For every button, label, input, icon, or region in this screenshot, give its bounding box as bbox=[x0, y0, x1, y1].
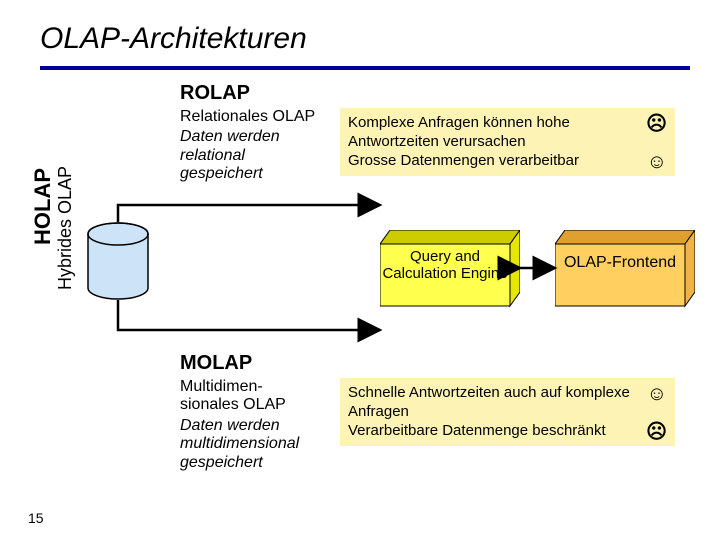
rolap-desc: Daten werden relational gespeichert bbox=[180, 128, 320, 183]
molap-note-line2: Verarbeitbare Datenmenge beschränkt ☹ bbox=[348, 422, 667, 441]
molap-desc: Daten werden multidimensional gespeicher… bbox=[180, 417, 320, 472]
rolap-note-line2: Grosse Datenmengen verarbeitbar ☺ bbox=[348, 152, 667, 171]
engine-label: Query and Calculation Engine bbox=[380, 248, 510, 282]
happy-face-icon: ☺ bbox=[647, 382, 667, 407]
molap-note-text1: Schnelle Antwortzeiten auch auf komplexe… bbox=[348, 384, 630, 420]
frontend-box: OLAP-Frontend bbox=[555, 230, 695, 315]
molap-note: Schnelle Antwortzeiten auch auf komplexe… bbox=[340, 378, 675, 446]
frontend-label: OLAP-Frontend bbox=[555, 254, 685, 272]
slide-title: OLAP-Architekturen bbox=[40, 22, 307, 56]
sad-face-icon: ☹ bbox=[646, 112, 667, 137]
molap-heading: MOLAP bbox=[180, 352, 252, 375]
title-rule bbox=[40, 66, 690, 70]
rolap-name: Relationales OLAP bbox=[180, 108, 315, 125]
holap-vertical-label: HOLAP bbox=[30, 168, 56, 245]
database-icon bbox=[85, 222, 151, 300]
rolap-note-text1: Komplexe Anfragen können hohe Antwortzei… bbox=[348, 114, 570, 150]
rolap-note-line1: Komplexe Anfragen können hohe Antwortzei… bbox=[348, 114, 667, 152]
rolap-heading: ROLAP bbox=[180, 82, 250, 105]
sad-face-icon: ☹ bbox=[646, 420, 667, 445]
molap-note-line1: Schnelle Antwortzeiten auch auf komplexe… bbox=[348, 384, 667, 422]
engine-box: Query and Calculation Engine bbox=[380, 230, 520, 315]
rolap-body: Relationales OLAP Daten werden relationa… bbox=[180, 108, 320, 184]
page-number: 15 bbox=[28, 510, 44, 526]
rolap-note: Komplexe Anfragen können hohe Antwortzei… bbox=[340, 108, 675, 176]
holap-vertical-sublabel: Hybrides OLAP bbox=[55, 166, 76, 290]
molap-note-text2: Verarbeitbare Datenmenge beschränkt bbox=[348, 422, 606, 439]
happy-face-icon: ☺ bbox=[647, 150, 667, 175]
molap-body: Multidimen-sionales OLAP Daten werden mu… bbox=[180, 378, 320, 472]
molap-name: Multidimen-sionales OLAP bbox=[180, 378, 286, 413]
rolap-note-text2: Grosse Datenmengen verarbeitbar bbox=[348, 152, 579, 169]
